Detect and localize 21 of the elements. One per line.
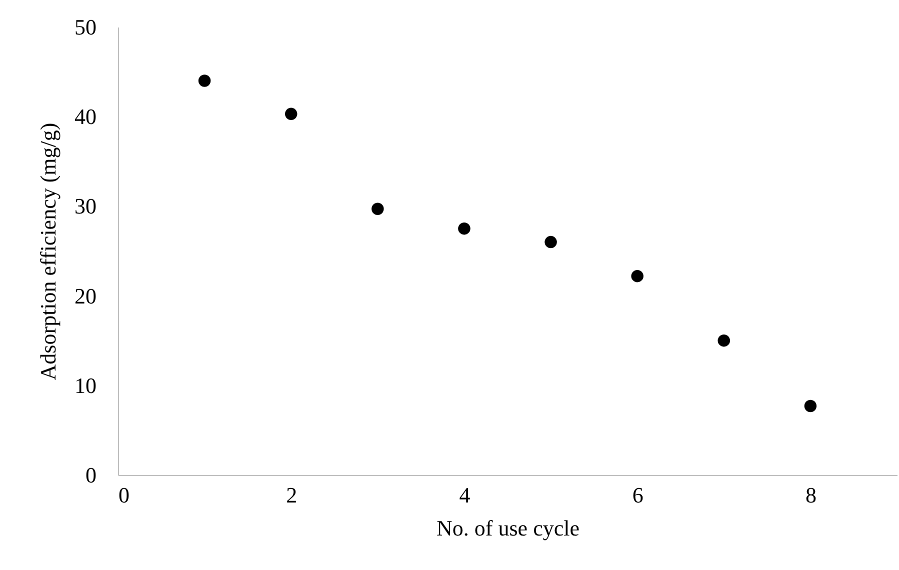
x-tick-label: 0 <box>118 482 130 508</box>
point <box>198 74 211 87</box>
point <box>631 270 644 282</box>
y-tick-label: 0 <box>86 462 96 488</box>
y-tick-label: 40 <box>74 104 96 130</box>
y-tick-label: 20 <box>74 283 96 308</box>
y-axis-title: Adsorption efficiency (mg/g) <box>36 122 60 380</box>
point <box>718 334 730 347</box>
y-tick-label: 10 <box>74 372 96 398</box>
y-tick-label: 30 <box>74 194 96 219</box>
x-axis-title: No. of use cycle <box>436 516 580 540</box>
point <box>284 108 298 120</box>
point <box>804 400 817 412</box>
x-tick-label: 4 <box>459 482 470 508</box>
point <box>458 222 470 235</box>
y-tick-label: 50 <box>74 14 96 40</box>
x-tick-label: 2 <box>286 482 298 508</box>
x-tick-label: 6 <box>632 482 644 508</box>
point <box>544 236 557 248</box>
x-tick-label: 8 <box>805 482 816 508</box>
point <box>372 202 384 215</box>
